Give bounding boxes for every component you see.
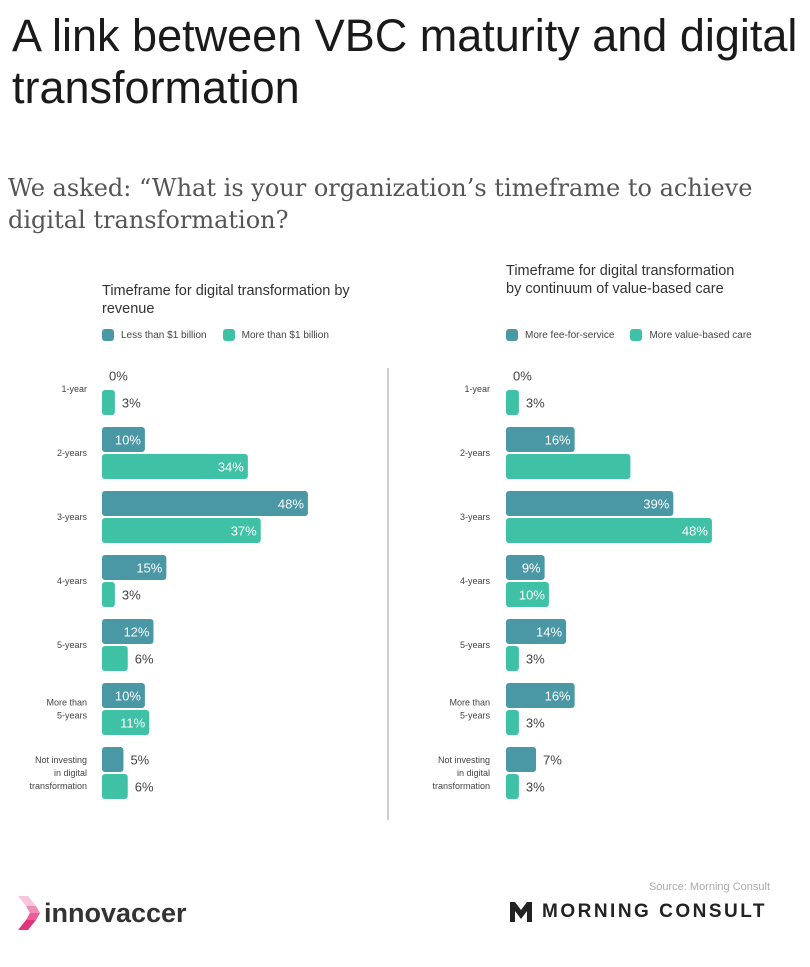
bar bbox=[102, 774, 128, 799]
bar bbox=[506, 390, 519, 415]
data-label: 37% bbox=[231, 524, 257, 539]
bar bbox=[102, 454, 248, 479]
chart-right: 1-year 0% 3% 2-years 16% 3-years 39% 48% 4-years… bbox=[432, 369, 712, 799]
bar bbox=[102, 555, 167, 580]
bar bbox=[506, 518, 712, 543]
data-label: 48% bbox=[278, 497, 304, 512]
data-label: 0% bbox=[109, 369, 128, 384]
morning-consult-logo-icon bbox=[510, 902, 532, 922]
bar bbox=[102, 518, 261, 543]
category-label: 5-years bbox=[460, 640, 491, 650]
chart-right-title: Timeframe for digital transformation by … bbox=[506, 263, 735, 297]
data-label: 9% bbox=[522, 561, 541, 576]
legend-label: More value-based care bbox=[649, 329, 752, 341]
bar bbox=[506, 582, 549, 607]
page-subtitle: We asked: “What is your organization’s t… bbox=[8, 174, 753, 234]
legend-swatch bbox=[630, 329, 643, 341]
bar bbox=[506, 491, 674, 516]
morning-consult-logo-text: MORNING CONSULT bbox=[542, 901, 768, 922]
chart-divider bbox=[387, 368, 389, 820]
bar bbox=[506, 774, 519, 799]
legend-label: More fee-for-service bbox=[525, 329, 615, 341]
legend-item: Less than $1 billion bbox=[102, 329, 207, 341]
data-label: 3% bbox=[526, 780, 545, 795]
data-label: 16% bbox=[545, 433, 571, 448]
bar bbox=[102, 390, 115, 415]
bar bbox=[506, 683, 575, 708]
chart-right-legend: More fee-for-service More value-based ca… bbox=[506, 329, 752, 341]
category-label: 5-years bbox=[57, 640, 88, 650]
category-label: 4-years bbox=[460, 576, 491, 586]
chart-left: 1-year 0% 3% 2-years 10% 34% 3-years 48% 37% 4-ye… bbox=[29, 369, 308, 799]
data-label: 12% bbox=[123, 625, 149, 640]
bar bbox=[102, 710, 150, 735]
bar bbox=[102, 491, 308, 516]
category-label: 2-years bbox=[460, 448, 491, 458]
bar bbox=[102, 683, 145, 708]
data-label: 3% bbox=[526, 652, 545, 667]
data-label: 3% bbox=[122, 588, 141, 603]
legend-label: Less than $1 billion bbox=[121, 329, 207, 341]
data-label: 5% bbox=[130, 753, 149, 768]
category-label: Not investing in digital transformation bbox=[432, 755, 490, 791]
category-label: Not investing in digital transformation bbox=[29, 755, 87, 791]
legend-swatch bbox=[506, 329, 518, 341]
category-label: 1-year bbox=[61, 384, 87, 394]
data-label: 10% bbox=[115, 689, 141, 704]
bar bbox=[102, 427, 145, 452]
data-label: 15% bbox=[136, 561, 162, 576]
data-label: 39% bbox=[643, 497, 669, 512]
bar bbox=[506, 710, 519, 735]
data-label: 14% bbox=[536, 625, 562, 640]
innovaccer-logo-text: innovaccer bbox=[44, 897, 187, 928]
legend-label: More than $1 billion bbox=[241, 329, 329, 341]
bar bbox=[506, 454, 631, 479]
page-title: A link between VBC maturity and digital … bbox=[12, 10, 798, 113]
bar bbox=[506, 646, 519, 671]
data-label: 3% bbox=[122, 396, 141, 411]
data-label: 10% bbox=[115, 433, 141, 448]
bar bbox=[102, 747, 124, 772]
data-label: 11% bbox=[120, 716, 145, 731]
legend-swatch bbox=[222, 329, 235, 341]
category-label: 3-years bbox=[57, 512, 88, 522]
bar bbox=[506, 427, 575, 452]
bar bbox=[102, 619, 154, 644]
data-label: 0% bbox=[513, 369, 532, 384]
category-label: 1-year bbox=[464, 384, 490, 394]
source-note: Source: Morning Consult bbox=[648, 881, 770, 893]
category-label: 2-years bbox=[57, 448, 88, 458]
data-label: 10% bbox=[519, 588, 545, 603]
chart-left-title: Timeframe for digital transformation by … bbox=[102, 283, 350, 317]
data-label: 34% bbox=[218, 460, 244, 475]
legend-item: More fee-for-service bbox=[506, 329, 614, 341]
legend-item: More than $1 billion bbox=[222, 329, 329, 341]
category-label: More than 5-years bbox=[46, 698, 87, 721]
category-label: 3-years bbox=[460, 512, 491, 522]
innovaccer-logo-icon bbox=[18, 896, 40, 930]
data-label: 16% bbox=[545, 689, 571, 704]
innovaccer-logo: innovaccer bbox=[14, 896, 187, 930]
bar bbox=[506, 747, 537, 772]
legend-item: More value-based care bbox=[630, 329, 752, 341]
bar bbox=[102, 582, 115, 607]
data-label: 7% bbox=[543, 753, 562, 768]
bar bbox=[506, 555, 545, 580]
data-label: 6% bbox=[135, 780, 154, 795]
data-label: 48% bbox=[682, 524, 708, 539]
category-label: More than 5-years bbox=[449, 698, 490, 721]
category-label: 4-years bbox=[57, 576, 88, 586]
bar bbox=[102, 646, 128, 671]
data-label: 3% bbox=[526, 716, 545, 731]
data-label: 6% bbox=[135, 652, 154, 667]
morning-consult-logo: MORNING CONSULT bbox=[510, 901, 767, 923]
legend-swatch bbox=[102, 329, 114, 341]
data-label: 3% bbox=[526, 396, 545, 411]
bar bbox=[506, 619, 567, 644]
chart-left-legend: Less than $1 billion More than $1 billio… bbox=[102, 329, 329, 341]
